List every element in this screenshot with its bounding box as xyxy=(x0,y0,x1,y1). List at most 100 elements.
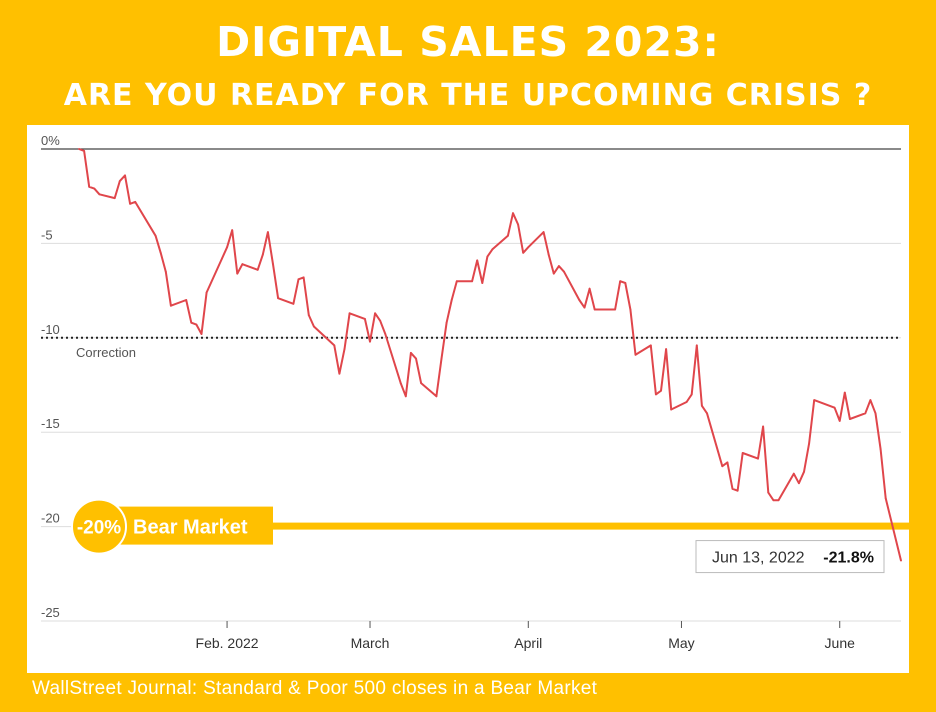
correction-annotation: Correction xyxy=(41,336,901,360)
data-point xyxy=(129,202,131,205)
data-point xyxy=(221,257,223,260)
data-point xyxy=(813,399,816,401)
data-point xyxy=(558,265,560,267)
x-tick-label: June xyxy=(825,635,856,651)
data-point xyxy=(726,461,729,464)
data-point xyxy=(113,197,116,199)
correction-label: Correction xyxy=(76,345,136,360)
y-tick-label: -20 xyxy=(41,511,60,526)
data-point xyxy=(364,318,366,320)
data-point xyxy=(154,234,157,237)
data-point xyxy=(655,393,657,396)
bear-market-band xyxy=(273,522,909,530)
data-point xyxy=(267,231,269,233)
data-point xyxy=(445,321,448,324)
data-point xyxy=(297,278,300,281)
data-point xyxy=(313,325,315,328)
data-point xyxy=(450,299,453,301)
bear-market-badge-text: -20% xyxy=(77,518,121,539)
data-point xyxy=(731,487,734,490)
data-point xyxy=(849,418,851,420)
x-tick-label: Feb. 2022 xyxy=(196,635,259,651)
data-point xyxy=(741,452,744,454)
data-point xyxy=(792,472,795,475)
data-point xyxy=(379,319,382,322)
data-point xyxy=(195,323,198,326)
tooltip-box xyxy=(695,540,885,574)
bear-market-badge xyxy=(71,498,127,555)
data-point xyxy=(134,201,137,203)
data-point xyxy=(78,148,80,150)
source-note: WallStreet Journal: Standard & Poor 500 … xyxy=(32,678,598,699)
y-tick-label: 0% xyxy=(41,133,60,148)
data-point xyxy=(660,389,662,392)
line-chart: 0% -5 -10 -15 -20 -25 Feb. 2022 March April May J… xyxy=(41,133,909,651)
data-point xyxy=(190,321,193,324)
data-point xyxy=(864,412,867,415)
y-tick-label: -25 xyxy=(41,605,60,620)
data-point xyxy=(900,559,902,562)
x-tick-label: April xyxy=(514,635,542,651)
x-tick-label: March xyxy=(351,635,390,651)
data-point xyxy=(205,291,208,294)
data-point xyxy=(634,353,637,356)
data-point xyxy=(507,234,509,237)
data-point xyxy=(624,282,627,284)
data-point xyxy=(481,282,484,284)
data-point xyxy=(838,420,841,422)
data-point xyxy=(476,259,479,262)
data-point xyxy=(226,246,229,249)
data-point xyxy=(491,248,494,250)
data-point xyxy=(552,272,555,275)
tooltip-date: Jun 13, 2022 xyxy=(712,550,805,567)
data-point xyxy=(772,499,775,502)
data-point xyxy=(410,352,412,354)
tooltip-value: -21.8% xyxy=(823,550,874,567)
data-point xyxy=(170,304,172,307)
data-point xyxy=(185,299,188,301)
data-point xyxy=(542,231,545,233)
data-point xyxy=(874,412,877,415)
tooltip: Jun 13, 2022 -21.8% xyxy=(695,540,885,574)
data-point xyxy=(118,180,121,182)
x-axis-ticks: Feb. 2022 March April May June xyxy=(196,621,856,651)
data-point xyxy=(670,408,673,411)
data-point xyxy=(803,470,805,473)
data-point xyxy=(231,229,234,232)
data-point xyxy=(843,391,846,394)
data-point xyxy=(833,406,836,409)
data-point xyxy=(798,482,800,485)
data-point xyxy=(236,272,239,275)
data-point xyxy=(261,253,264,256)
data-point xyxy=(879,448,882,451)
y-tick-label: -15 xyxy=(41,416,60,431)
data-point xyxy=(563,270,565,273)
data-point xyxy=(762,425,764,428)
data-point xyxy=(583,306,586,309)
data-point xyxy=(665,348,667,350)
y-tick-label: -5 xyxy=(41,227,53,242)
data-point xyxy=(588,287,591,290)
data-point xyxy=(649,344,652,347)
data-point xyxy=(93,187,96,190)
data-point xyxy=(767,491,770,494)
data-point xyxy=(415,357,417,360)
y-axis-ticks: 0% -5 -10 -15 -20 -25 xyxy=(41,133,60,620)
page-subtitle: ARE YOU READY FOR THE UPCOMING CRISIS ? xyxy=(63,78,873,113)
data-point xyxy=(369,340,371,343)
page-title: DIGITAL SALES 2023: xyxy=(216,18,720,66)
data-point xyxy=(578,299,581,301)
data-point xyxy=(619,280,622,283)
data-point xyxy=(721,465,724,468)
data-point xyxy=(629,308,632,311)
data-point xyxy=(701,404,703,407)
data-point xyxy=(98,193,101,196)
data-point xyxy=(277,297,279,300)
data-point xyxy=(307,314,310,316)
data-point xyxy=(420,382,422,384)
data-point xyxy=(777,499,780,502)
data-point xyxy=(159,251,162,254)
data-point xyxy=(471,280,473,283)
data-point xyxy=(690,393,693,396)
data-point xyxy=(164,270,167,273)
